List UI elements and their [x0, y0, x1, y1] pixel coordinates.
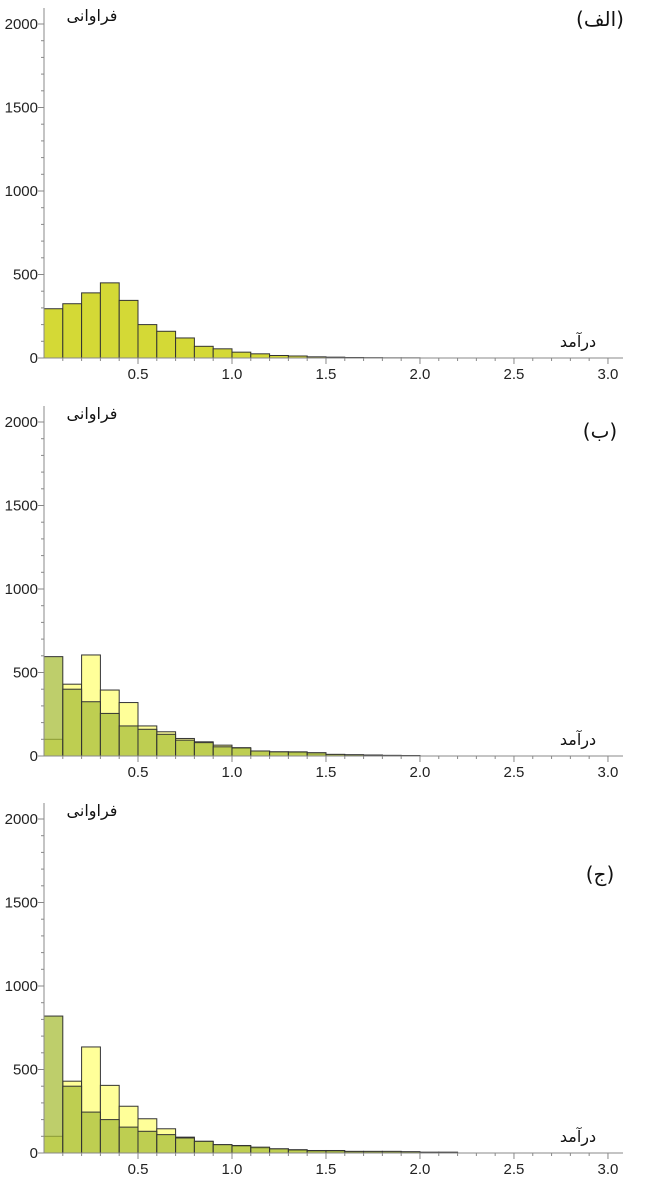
histogram-bar	[270, 1149, 289, 1153]
histogram-bar	[213, 747, 232, 756]
histogram-bar	[44, 1016, 63, 1153]
histogram-bar	[251, 751, 270, 756]
y-tick-label: 2000	[5, 414, 38, 431]
x-tick-label: 3.0	[598, 764, 619, 781]
x-tick-label: 2.5	[504, 1161, 525, 1178]
histogram-bar	[232, 748, 251, 756]
y-tick-label: 1000	[5, 581, 38, 598]
x-tick-label: 1.5	[316, 1161, 337, 1178]
x-tick-label: 3.0	[598, 366, 619, 383]
x-tick-label: 2.5	[504, 764, 525, 781]
histogram-bar	[157, 331, 176, 358]
histogram-chart-c: 0.5 1.0 1.5 2.0 2.5 3.0 0 500 1000 1500 2000 فراوان…	[0, 795, 660, 1187]
histogram-bar	[82, 702, 101, 756]
histogram-bar	[307, 753, 326, 756]
histogram-bar	[176, 338, 195, 358]
y-tick-label: 2000	[5, 811, 38, 828]
x-tick-label: 2.0	[410, 1161, 431, 1178]
histogram-bar	[138, 325, 157, 358]
x-tick-label: 0.5	[128, 764, 149, 781]
histogram-bar	[176, 740, 195, 756]
histogram-bar	[44, 657, 63, 756]
histogram-bar	[194, 346, 213, 358]
histogram-bar	[119, 300, 138, 358]
histogram-bar	[232, 1145, 251, 1153]
y-tick-label: 1500	[5, 100, 38, 117]
panel-label: (الف)	[576, 7, 624, 31]
bar-series-1	[44, 283, 420, 358]
x-tick-label: 1.0	[222, 764, 243, 781]
y-axis-title: فراوانی	[67, 404, 118, 424]
x-tick-label: 2.0	[410, 764, 431, 781]
histogram-bar	[157, 1135, 176, 1153]
x-tick-label: 2.5	[504, 366, 525, 383]
x-tick-label: 1.5	[316, 366, 337, 383]
histogram-chart-a: 0.5 1.0 1.5 2.0 2.5 3.0 0 500 1000 1500 2000 فراوان…	[0, 0, 660, 392]
histogram-bar	[213, 1145, 232, 1153]
histogram-bar	[213, 349, 232, 358]
y-tick-label: 500	[13, 1062, 38, 1079]
histogram-bar	[44, 309, 63, 358]
y-axis-title: فراوانی	[67, 6, 118, 26]
y-tick-label: 0	[30, 748, 38, 765]
histogram-bar	[119, 1127, 138, 1153]
y-tick-label: 1500	[5, 498, 38, 515]
y-axis-title: فراوانی	[67, 801, 118, 821]
y-tick-label: 500	[13, 267, 38, 284]
x-tick-label: 1.0	[222, 366, 243, 383]
histogram-bar	[157, 734, 176, 756]
histogram-panel-a: 0.5 1.0 1.5 2.0 2.5 3.0 0 500 1000 1500 2000 فراوان…	[0, 0, 660, 392]
histogram-bar	[251, 1147, 270, 1153]
histogram-bar	[194, 1141, 213, 1153]
histogram-chart-b: 0.5 1.0 1.5 2.0 2.5 3.0 0 500 1000 1500 2000 فراوان…	[0, 398, 660, 790]
x-tick-label: 0.5	[128, 366, 149, 383]
y-tick-label: 0	[30, 350, 38, 367]
histogram-bar	[82, 1112, 101, 1153]
x-axis-title: درآمد	[560, 1127, 596, 1147]
y-tick-label: 1000	[5, 978, 38, 995]
histogram-panel-c: 0.5 1.0 1.5 2.0 2.5 3.0 0 500 1000 1500 2000 فراوان…	[0, 795, 660, 1187]
histogram-bar	[100, 713, 119, 756]
histogram-bar	[63, 1086, 82, 1153]
histogram-bar	[119, 726, 138, 756]
x-axis-title: درآمد	[560, 730, 596, 750]
x-tick-label: 0.5	[128, 1161, 149, 1178]
x-tick-label: 1.0	[222, 1161, 243, 1178]
x-tick-label: 1.5	[316, 764, 337, 781]
y-tick-label: 0	[30, 1145, 38, 1162]
histogram-panel-b: 0.5 1.0 1.5 2.0 2.5 3.0 0 500 1000 1500 2000 فراوان…	[0, 398, 660, 790]
y-tick-label: 500	[13, 665, 38, 682]
histogram-bar	[63, 689, 82, 756]
panel-label: (ج)	[586, 862, 615, 886]
histogram-bar	[138, 1131, 157, 1153]
histogram-bar	[82, 293, 101, 358]
histogram-bar	[138, 729, 157, 756]
histogram-bar	[194, 743, 213, 756]
histogram-bar	[100, 283, 119, 358]
histogram-bar	[63, 304, 82, 358]
x-axis-title: درآمد	[560, 332, 596, 352]
histogram-bar	[232, 352, 251, 358]
x-tick-label: 2.0	[410, 366, 431, 383]
histogram-bar	[176, 1138, 195, 1153]
y-tick-label: 1000	[5, 183, 38, 200]
histogram-bar	[100, 1120, 119, 1153]
y-tick-label: 2000	[5, 16, 38, 33]
histogram-bar	[251, 354, 270, 358]
histogram-bar	[270, 752, 289, 756]
bar-series-2	[44, 1016, 458, 1153]
y-tick-label: 1500	[5, 895, 38, 912]
x-tick-label: 3.0	[598, 1161, 619, 1178]
histogram-bar	[288, 752, 307, 756]
histogram-bar	[288, 1150, 307, 1153]
panel-label: (ب)	[583, 419, 617, 443]
